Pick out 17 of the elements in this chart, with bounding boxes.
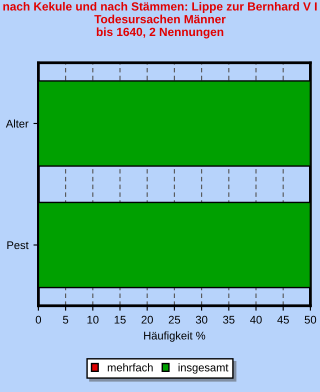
x-tick-label: 0 <box>36 316 42 324</box>
x-tick-label: 10 <box>87 316 99 324</box>
chart-title: nach Kekule und nach Stämmen: Lippe zur Bernhard V I Todesursachen Männer bis 1640, 2 Nennungen <box>3 2 317 38</box>
x-tick-label: 20 <box>142 316 153 324</box>
x-tick-label: 5 <box>62 316 68 324</box>
x-tick-label: 50 <box>304 316 316 324</box>
legend-label: insgesamt <box>178 363 228 374</box>
y-tick-label: Pest <box>7 241 29 250</box>
x-tick-label: 45 <box>277 316 289 324</box>
x-tick-label: 15 <box>114 316 126 324</box>
x-tick-label: 25 <box>168 316 180 324</box>
legend-label: mehrfach <box>108 363 153 372</box>
x-tick-label: 35 <box>223 316 235 324</box>
x-tick-label: 40 <box>250 316 262 324</box>
y-tick-label: Alter <box>6 119 28 128</box>
x-axis-title: Häufigkeit % <box>144 331 206 342</box>
x-tick-label: 30 <box>196 316 208 324</box>
